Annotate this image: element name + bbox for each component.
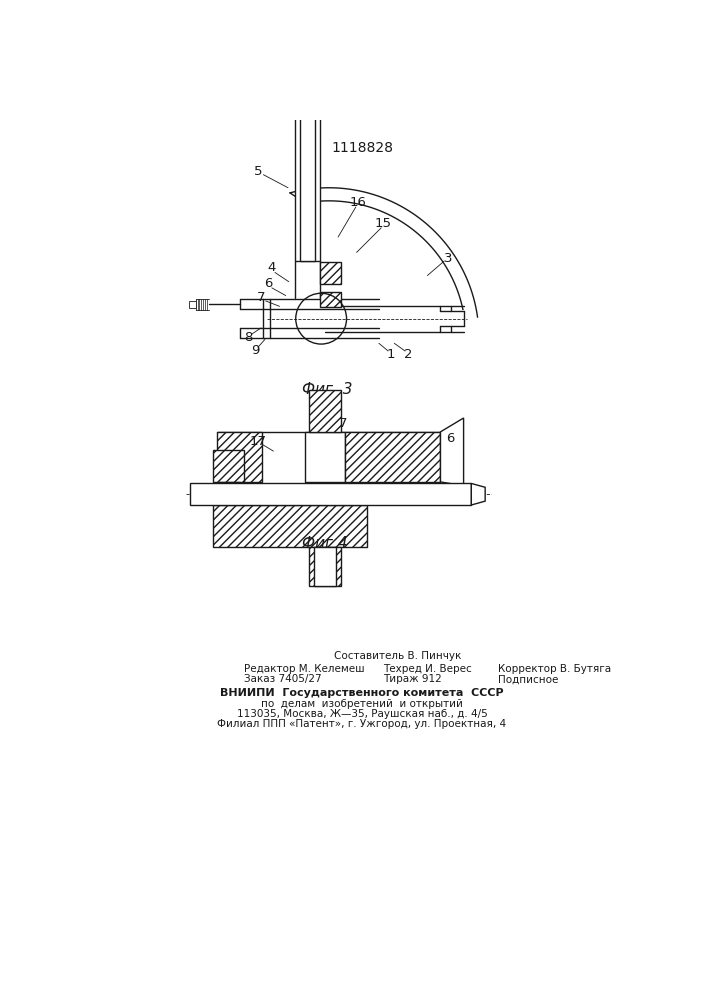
Text: 113035, Москва, Ж—35, Раушская наб., д. 4/5: 113035, Москва, Ж—35, Раушская наб., д. … xyxy=(237,709,487,719)
Text: Фиг. 3: Фиг. 3 xyxy=(302,382,353,397)
Text: 1: 1 xyxy=(386,348,395,361)
Text: Филиал ППП «Патент», г. Ужгород, ул. Проектная, 4: Филиал ППП «Патент», г. Ужгород, ул. Про… xyxy=(217,719,506,729)
Text: Составитель В. Пинчук: Составитель В. Пинчук xyxy=(334,651,462,661)
Bar xyxy=(214,505,368,547)
Text: 1118828: 1118828 xyxy=(331,141,393,155)
Text: 9: 9 xyxy=(252,344,260,358)
Bar xyxy=(320,292,341,307)
Bar xyxy=(214,450,244,482)
Bar xyxy=(300,111,315,261)
Text: 4: 4 xyxy=(268,261,276,274)
Text: 8: 8 xyxy=(457,482,465,495)
Text: 6: 6 xyxy=(446,432,455,445)
Text: Заказ 7405/27: Заказ 7405/27 xyxy=(244,674,322,684)
Bar xyxy=(309,547,341,586)
Text: 17: 17 xyxy=(250,435,267,448)
Bar xyxy=(345,432,440,482)
Text: Тираж 912: Тираж 912 xyxy=(382,674,441,684)
Text: 2: 2 xyxy=(404,348,412,361)
Bar xyxy=(309,389,341,432)
Polygon shape xyxy=(472,483,485,505)
Text: 16: 16 xyxy=(350,196,366,209)
Bar xyxy=(189,301,196,308)
Bar xyxy=(305,432,345,482)
Text: Техред И. Верес: Техред И. Верес xyxy=(382,664,472,674)
Text: 3: 3 xyxy=(444,252,452,265)
Text: Редактор М. Келемеш: Редактор М. Келемеш xyxy=(244,664,365,674)
Text: 5: 5 xyxy=(254,165,262,178)
Bar xyxy=(217,482,240,496)
Text: Подписное: Подписное xyxy=(498,674,559,684)
Bar xyxy=(295,111,320,261)
Text: Корректор В. Бутяга: Корректор В. Бутяга xyxy=(498,664,612,674)
Text: ВНИИПИ  Государственного комитета  СССР: ВНИИПИ Государственного комитета СССР xyxy=(220,688,504,698)
Bar xyxy=(217,432,262,482)
Text: 6: 6 xyxy=(264,277,273,290)
Text: Фиг 4: Фиг 4 xyxy=(302,536,348,551)
Text: 15: 15 xyxy=(374,217,391,230)
Text: по  делам  изобретений  и открытий: по делам изобретений и открытий xyxy=(261,699,463,709)
Polygon shape xyxy=(440,418,464,486)
Text: 8: 8 xyxy=(245,331,253,344)
Text: 7: 7 xyxy=(339,417,347,430)
Bar xyxy=(320,262,341,284)
Bar xyxy=(190,483,472,505)
Bar xyxy=(314,547,336,586)
Text: 7: 7 xyxy=(257,291,265,304)
